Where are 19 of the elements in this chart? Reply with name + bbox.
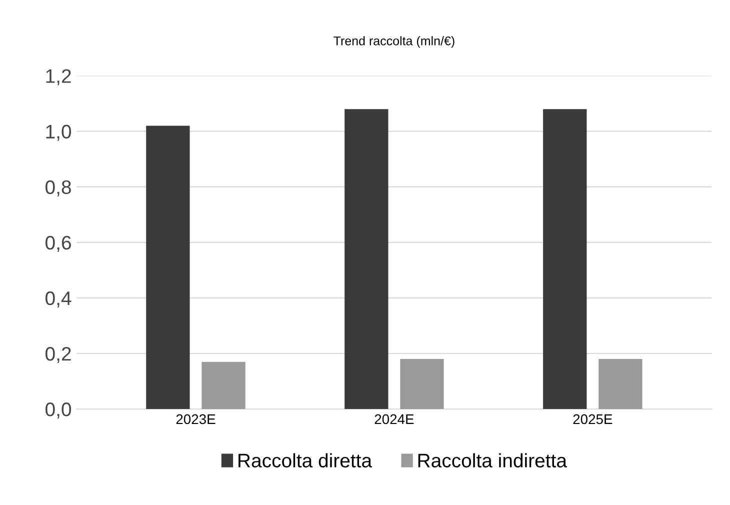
- x-tick-label: 2025E: [573, 414, 612, 424]
- y-tick-label: 0,0: [46, 402, 72, 419]
- y-tick-label: 1,0: [46, 124, 72, 141]
- y-tick-label: 1,2: [46, 69, 71, 86]
- bar: [146, 126, 190, 410]
- legend-label: Raccolta indiretta: [418, 453, 567, 468]
- y-tick-label: 0,8: [46, 180, 71, 196]
- bar: [344, 109, 388, 410]
- bar: [202, 362, 246, 410]
- chart-title: Trend raccolta (mln/€): [334, 36, 454, 48]
- bar: [400, 359, 444, 410]
- y-tick-label: 0,2: [46, 346, 71, 364]
- y-tick-label: 0,4: [46, 291, 72, 308]
- bar: [543, 109, 587, 410]
- bar: [598, 359, 642, 410]
- y-tick-label: 0,6: [46, 236, 71, 252]
- x-tick-label: 2024E: [374, 414, 414, 424]
- x-tick-label: 2023E: [176, 414, 216, 424]
- legend-label: Raccolta diretta: [238, 453, 372, 468]
